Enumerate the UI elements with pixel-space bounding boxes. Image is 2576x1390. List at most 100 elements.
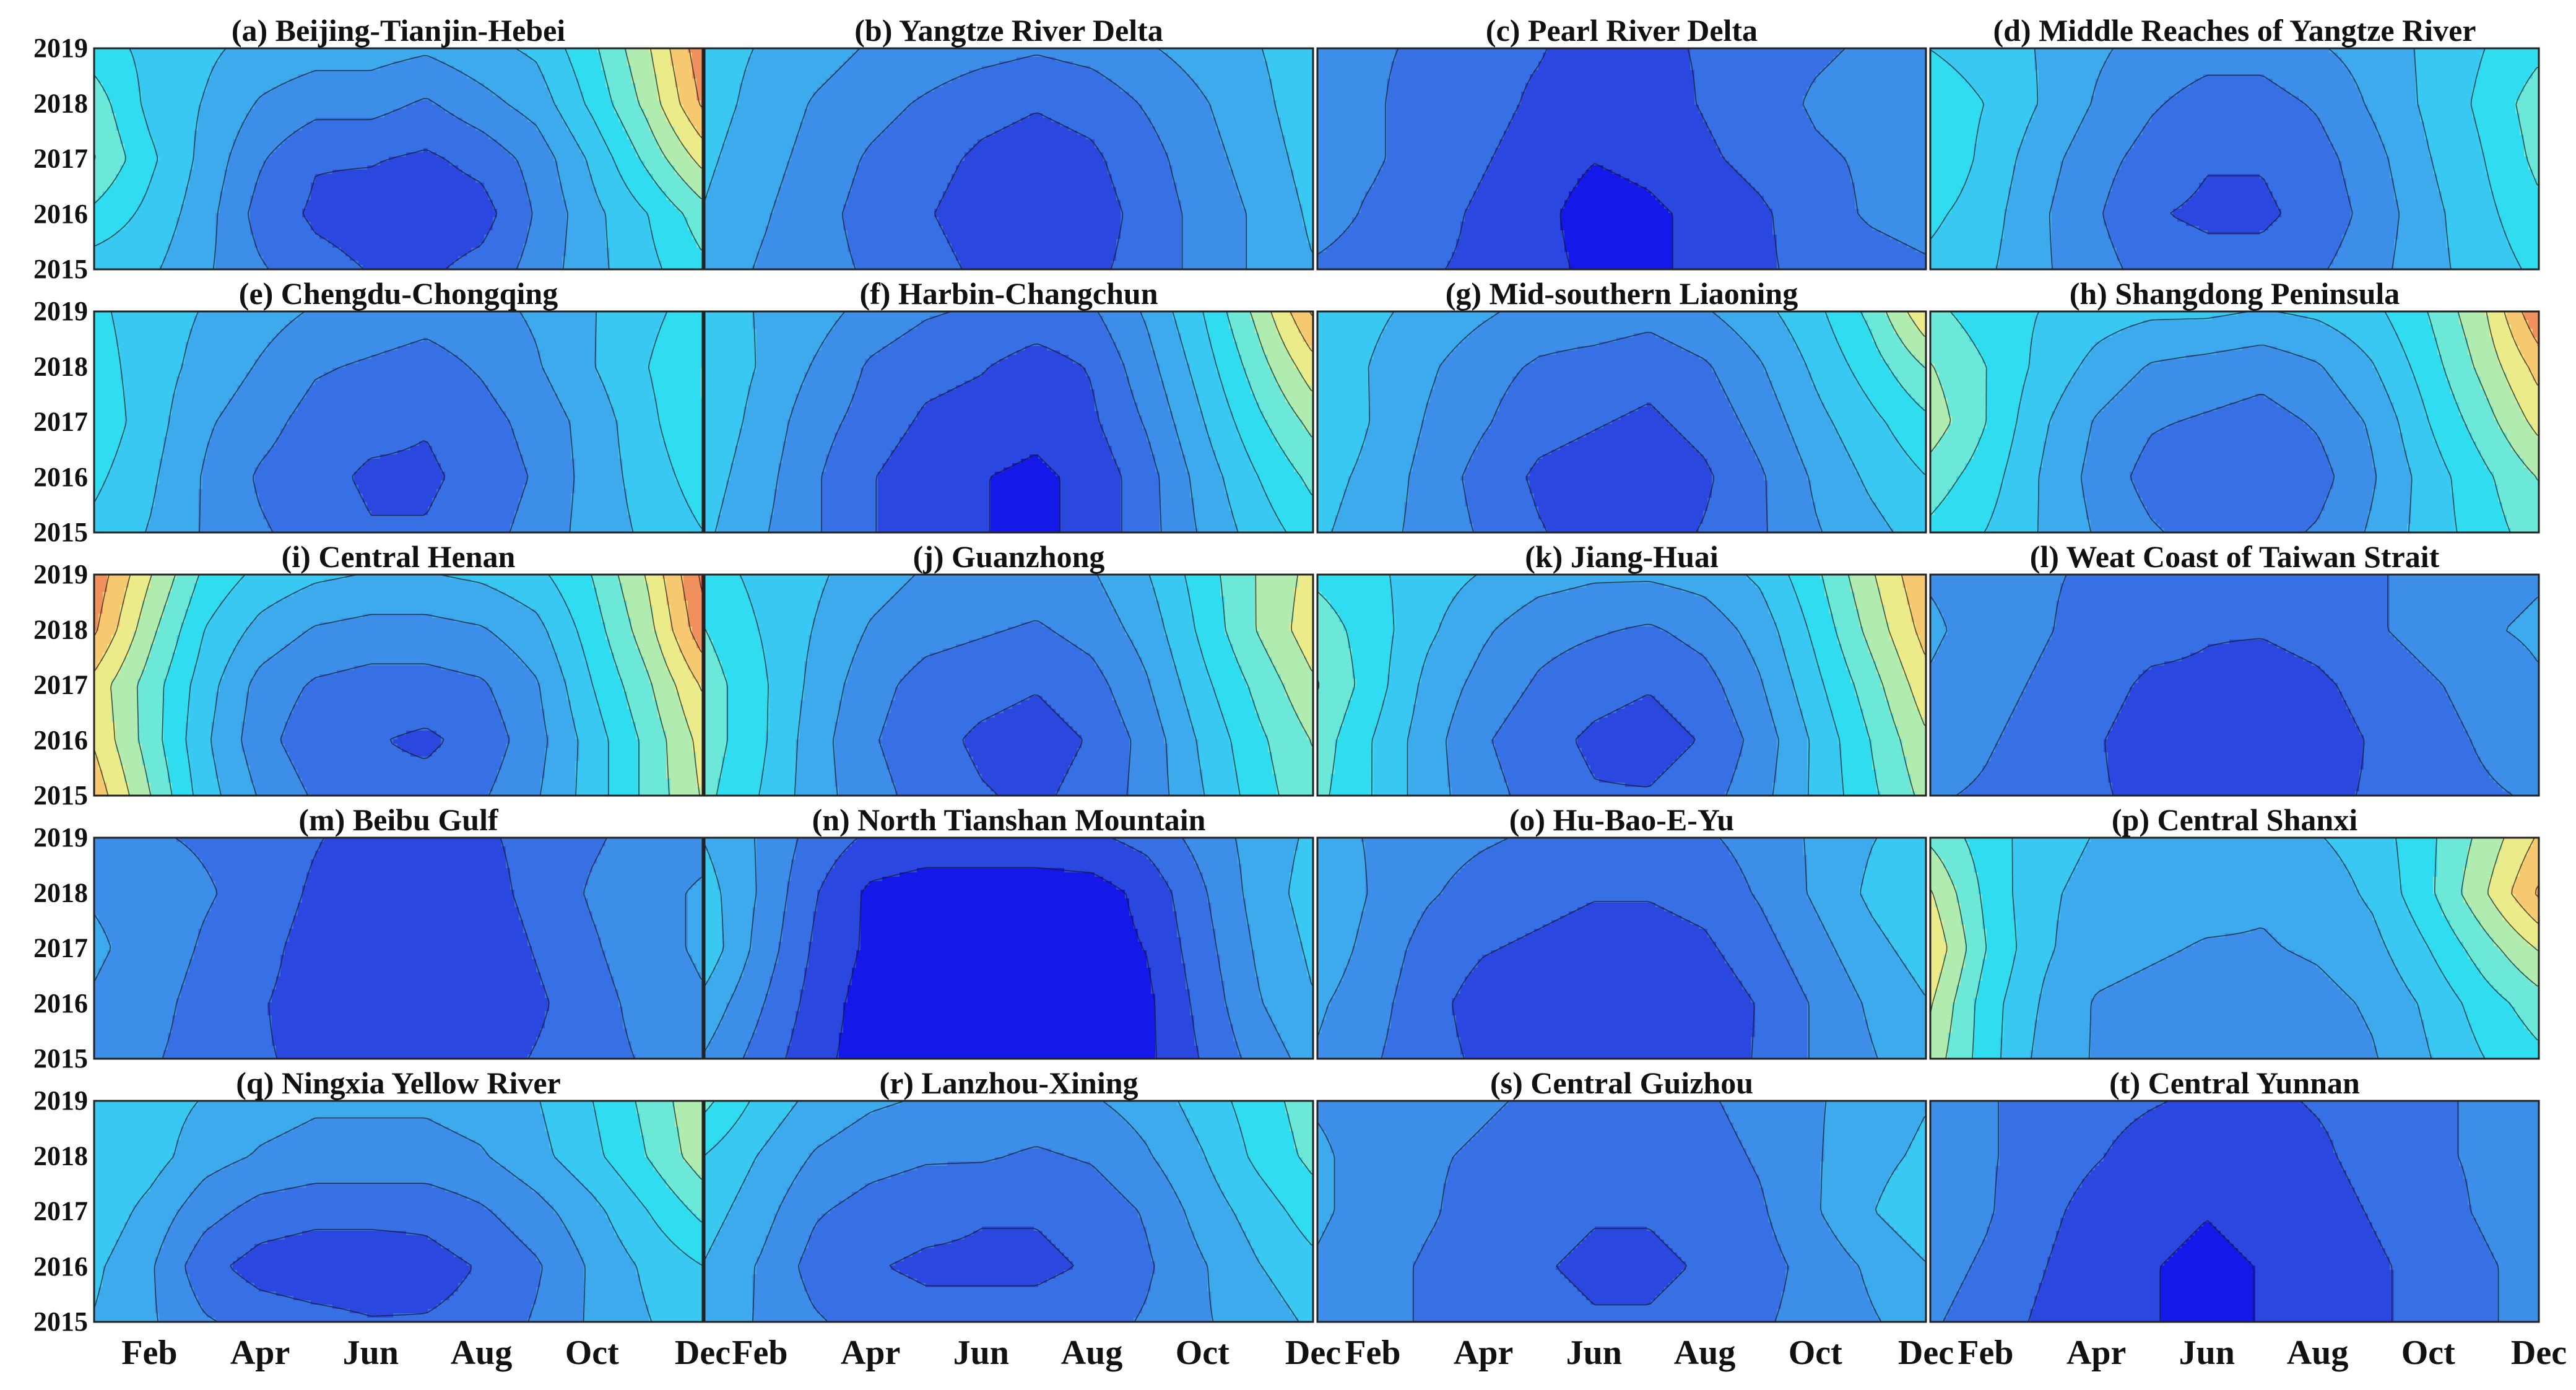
contour-band: [917, 324, 1108, 329]
contour-band: [726, 493, 774, 498]
contour-band: [778, 191, 848, 196]
contour-band: [610, 148, 636, 153]
contour-band: [2143, 502, 2325, 507]
contour-band: [215, 609, 264, 614]
contour-band: [1673, 248, 1777, 253]
contour-band: [2325, 450, 2373, 455]
contour-band: [2511, 389, 2539, 394]
contour-band: [137, 705, 164, 710]
contour-band: [2472, 96, 2520, 101]
contour-band: [1930, 324, 1961, 329]
contour-band: [2520, 261, 2539, 266]
contour-band: [1712, 480, 1769, 485]
contour-band: [311, 70, 463, 75]
contour-band: [1285, 148, 1313, 153]
contour-band: [571, 511, 628, 516]
contour-band: [1404, 502, 1465, 507]
contour-band: [220, 204, 251, 209]
contour-band: [371, 355, 459, 360]
contour-band: [623, 679, 649, 684]
contour-band: [2476, 372, 2507, 377]
contour-band: [532, 57, 571, 62]
contour-band: [796, 394, 852, 399]
contour-band: [947, 235, 1121, 240]
contour-band: [129, 48, 225, 53]
contour-line: [1526, 403, 1714, 532]
contour-band: [220, 191, 255, 196]
contour-band: [1495, 411, 1630, 416]
contour-band: [631, 622, 654, 627]
contour-band: [2394, 187, 2438, 192]
contour-band: [1212, 113, 1277, 118]
contour-band: [1421, 433, 1483, 438]
contour-band: [653, 627, 671, 632]
contour-band: [1317, 493, 1344, 498]
contour-band: [1930, 152, 1974, 157]
contour-band: [1103, 320, 1147, 325]
contour-band: [1991, 519, 2039, 524]
contour-band: [640, 100, 662, 105]
contour-band: [1564, 248, 1673, 253]
contour-band: [2368, 428, 2399, 433]
contour-band: [713, 170, 787, 175]
contour-band: [2151, 433, 2317, 438]
contour-lines: [1331, 311, 1926, 532]
contour-band: [558, 398, 610, 403]
contour-band: [1956, 200, 2009, 205]
contour-band: [94, 661, 99, 666]
contour-band: [1387, 109, 1517, 114]
contour-band: [1387, 135, 1504, 140]
contour-band: [973, 376, 1091, 381]
contour-band: [549, 148, 580, 153]
contour-band: [921, 320, 1104, 325]
contour-band: [1930, 320, 1961, 325]
contour-band: [2320, 122, 2377, 127]
contour-band: [2134, 467, 2334, 472]
contour-band: [163, 454, 207, 459]
contour-band: [1225, 144, 1286, 149]
contour-band: [965, 381, 1091, 386]
contour-band: [202, 96, 259, 101]
contour-band: [2017, 415, 2052, 420]
contour-band: [2052, 265, 2122, 269]
contour-band: [1095, 398, 1134, 403]
contour-band: [696, 161, 703, 166]
contour-band: [558, 661, 589, 666]
contour-band: [211, 748, 242, 753]
contour-band: [272, 87, 489, 92]
contour-band: [2338, 53, 2416, 58]
contour-band: [1930, 528, 1987, 532]
contour-band: [94, 609, 103, 614]
contour-band: [267, 605, 528, 610]
contour-band: [527, 183, 563, 188]
contour-band: [1060, 489, 1121, 494]
contour-band: [2013, 183, 2057, 188]
contour-band: [1121, 489, 1160, 494]
contour-band: [237, 389, 307, 394]
contour-band: [462, 70, 541, 75]
contour-band: [1285, 135, 1313, 140]
contour-band: [1833, 333, 1873, 338]
contour-band: [839, 424, 909, 429]
contour-band: [1712, 363, 1764, 368]
contour-band: [2524, 152, 2539, 157]
contour-band: [315, 381, 485, 386]
contour-band: [631, 627, 654, 632]
contour-band: [666, 752, 697, 757]
contour-band: [1285, 346, 1312, 351]
contour-band: [133, 631, 155, 636]
contour-band: [562, 113, 593, 118]
contour-band: [631, 70, 654, 75]
contour-band: [2333, 376, 2382, 381]
contour-band: [631, 79, 658, 84]
contour-band: [2468, 342, 2494, 347]
contour-band: [636, 196, 667, 201]
contour-band: [1207, 329, 1234, 334]
contour-band: [566, 209, 606, 214]
contour-band: [835, 324, 917, 329]
contour-band: [194, 670, 225, 675]
contour-line: [302, 149, 497, 269]
contour-band: [202, 92, 264, 97]
contour-band: [120, 359, 186, 364]
contour-band: [341, 248, 472, 253]
